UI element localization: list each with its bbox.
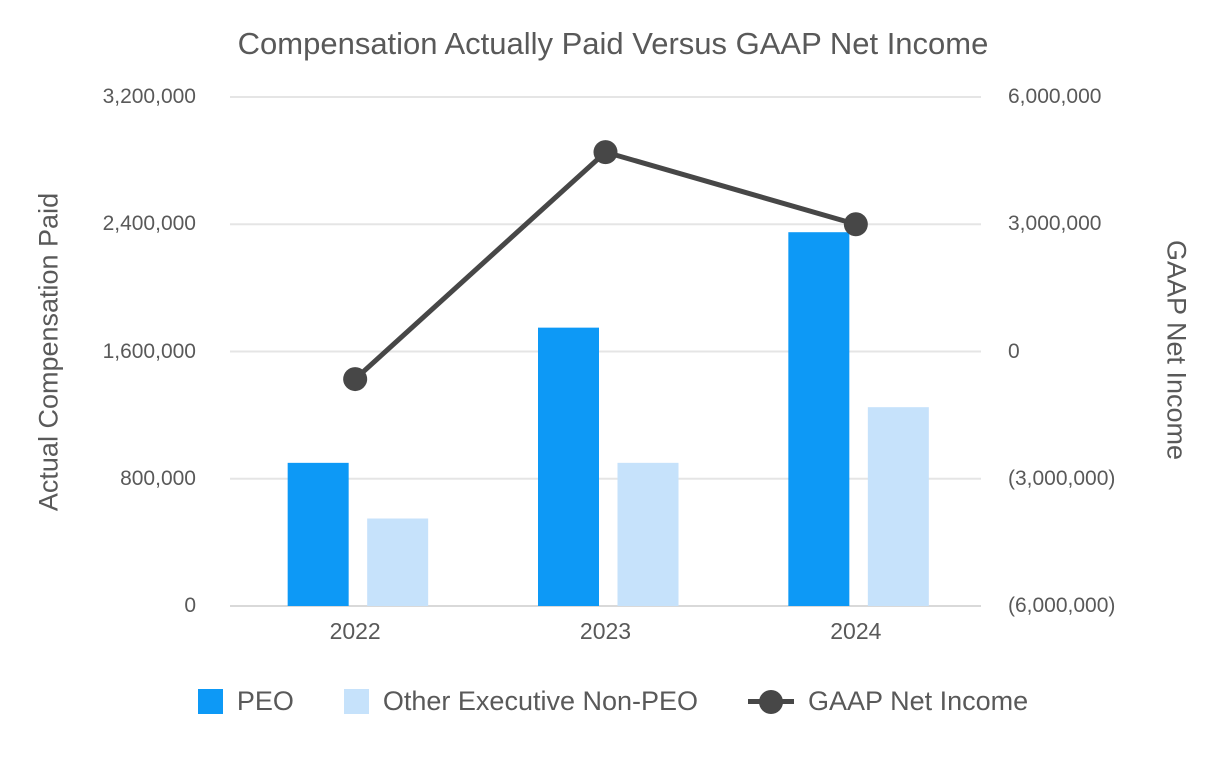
right-tick-label: (6,000,000) [1008, 594, 1116, 617]
right-tick-label: 6,000,000 [1008, 85, 1102, 108]
bar-peo-2022 [287, 462, 349, 606]
gaap-net-income-line [353, 149, 857, 381]
x-label-2022: 2022 [329, 618, 381, 644]
legend-swatch-icon [343, 689, 369, 714]
legend-line-marker-icon [748, 689, 795, 715]
bar-non-peo-2023 [617, 462, 679, 606]
right-tick-label: 3,000,000 [1008, 212, 1102, 236]
legend: PEO Other Executive Non-PEO GAAP Net Incom… [0, 686, 1226, 717]
legend-item-non-peo[interactable]: Other Executive Non-PEO [343, 686, 699, 717]
left-tick-label: 3,200,000 [102, 85, 196, 108]
right-tick-label: (3,000,000) [1008, 466, 1116, 490]
chart-title: Compensation Actually Paid Versus GAAP N… [237, 26, 989, 61]
gaap-point-2023 [593, 140, 618, 165]
gaap-point-2024 [843, 212, 868, 237]
bar-non-peo-2024 [867, 407, 929, 606]
legend-swatch-icon [197, 689, 223, 714]
legend-item-gaap-net-income[interactable]: GAAP Net Income [748, 686, 1028, 717]
left-tick-label: 2,400,000 [102, 212, 196, 236]
legend-item-peo[interactable]: PEO [197, 686, 294, 717]
left-tick-label: 800,000 [120, 466, 196, 490]
legend-label: GAAP Net Income [808, 686, 1029, 716]
left-tick-label: 0 [184, 594, 196, 617]
right-tick-label: 0 [1008, 339, 1020, 363]
x-label-2024: 2024 [830, 618, 882, 644]
bar-non-peo-2022 [367, 518, 429, 606]
gaap-point-2022 [343, 367, 368, 392]
legend-label: PEO [236, 686, 294, 716]
legend-label: Other Executive Non-PEO [382, 686, 699, 716]
bar-peo-2023 [538, 327, 599, 606]
bar-peo-2024 [788, 232, 850, 606]
legend-line-dot [759, 689, 784, 714]
x-label-2023: 2023 [579, 618, 632, 644]
left-tick-label: 1,600,000 [102, 339, 196, 363]
